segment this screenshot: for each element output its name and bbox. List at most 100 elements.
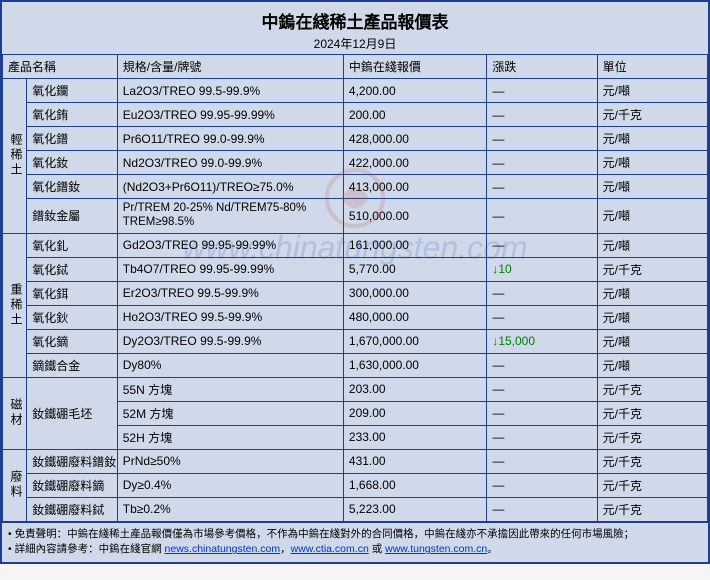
change-cell: — [487, 233, 597, 257]
spec-cell: Er2O3/TREO 99.5-99.9% [117, 281, 343, 305]
change-cell: — [487, 401, 597, 425]
spec-cell: Ho2O3/TREO 99.5-99.9% [117, 305, 343, 329]
spec-cell: Pr6O11/TREO 99.0-99.9% [117, 127, 343, 151]
change-cell: — [487, 151, 597, 175]
change-cell: — [487, 377, 597, 401]
table-row: 廢料釹鐵硼廢料鐠釹PrNd≥50%431.00—元/千克 [3, 449, 708, 473]
price-cell: 422,000.00 [343, 151, 486, 175]
header: 中鎢在綫稀土產品報價表 2024年12月9日 [2, 2, 708, 54]
table-row: 氧化鈥Ho2O3/TREO 99.5-99.9%480,000.00—元/噸 [3, 305, 708, 329]
table-row: 氧化鉺Er2O3/TREO 99.5-99.9%300,000.00—元/噸 [3, 281, 708, 305]
change-cell: — [487, 199, 597, 234]
spec-cell: Nd2O3/TREO 99.0-99.9% [117, 151, 343, 175]
category-cell: 廢料 [3, 449, 27, 521]
product-name: 氧化鋱 [27, 257, 117, 281]
unit-cell: 元/千克 [597, 377, 707, 401]
spec-cell: Dy80% [117, 353, 343, 377]
change-cell: — [487, 281, 597, 305]
table-row: 釹鐵硼廢料鏑Dy≥0.4%1,668.00—元/千克 [3, 473, 708, 497]
disclaimer-line-2: • 詳細內容請參考：中鎢在綫官網 news.chinatungsten.com，… [8, 542, 702, 558]
price-cell: 209.00 [343, 401, 486, 425]
product-name: 鏑鐵合金 [27, 353, 117, 377]
price-cell: 510,000.00 [343, 199, 486, 234]
product-name: 氧化鑭 [27, 79, 117, 103]
link-news[interactable]: news.chinatungsten.com [165, 543, 281, 555]
price-cell: 5,770.00 [343, 257, 486, 281]
spec-cell: (Nd2O3+Pr6O11)/TREO≥75.0% [117, 175, 343, 199]
category-cell: 重稀土 [3, 233, 27, 377]
price-cell: 428,000.00 [343, 127, 486, 151]
spec-cell: Tb4O7/TREO 99.95-99.99% [117, 257, 343, 281]
price-cell: 413,000.00 [343, 175, 486, 199]
price-table: 產品名稱 規格/含量/牌號 中鎢在綫報價 漲跌 單位 輕稀土氧化鑭La2O3/T… [2, 54, 708, 522]
table-row: 氧化鐠Pr6O11/TREO 99.0-99.9%428,000.00—元/噸 [3, 127, 708, 151]
product-name: 釹鐵硼毛坯 [27, 377, 117, 449]
unit-cell: 元/千克 [597, 449, 707, 473]
col-change: 漲跌 [487, 55, 597, 79]
unit-cell: 元/噸 [597, 353, 707, 377]
spec-cell: Tb≥0.2% [117, 497, 343, 521]
unit-cell: 元/千克 [597, 103, 707, 127]
product-name: 氧化鐠釹 [27, 175, 117, 199]
category-cell: 輕稀土 [3, 79, 27, 234]
table-row: 鏑鐵合金Dy80%1,630,000.00—元/噸 [3, 353, 708, 377]
unit-cell: 元/噸 [597, 329, 707, 353]
product-name: 氧化鏑 [27, 329, 117, 353]
price-cell: 480,000.00 [343, 305, 486, 329]
category-cell: 磁材 [3, 377, 27, 449]
price-cell: 1,670,000.00 [343, 329, 486, 353]
change-cell: — [487, 425, 597, 449]
change-cell: — [487, 473, 597, 497]
table-row: 氧化釹Nd2O3/TREO 99.0-99.9%422,000.00—元/噸 [3, 151, 708, 175]
change-cell: — [487, 175, 597, 199]
page-date: 2024年12月9日 [2, 35, 708, 52]
price-cell: 161,000.00 [343, 233, 486, 257]
unit-cell: 元/千克 [597, 401, 707, 425]
change-cell: — [487, 305, 597, 329]
spec-cell: Dy2O3/TREO 99.5-99.9% [117, 329, 343, 353]
change-cell: — [487, 127, 597, 151]
price-cell: 203.00 [343, 377, 486, 401]
product-name: 釹鐵硼廢料鐠釹 [27, 449, 117, 473]
price-cell: 4,200.00 [343, 79, 486, 103]
page-title: 中鎢在綫稀土產品報價表 [2, 8, 708, 33]
table-row: 釹鐵硼廢料鋱Tb≥0.2%5,223.00—元/千克 [3, 497, 708, 521]
unit-cell: 元/噸 [597, 127, 707, 151]
product-name: 氧化鈥 [27, 305, 117, 329]
col-price: 中鎢在綫報價 [343, 55, 486, 79]
spec-cell: Eu2O3/TREO 99.95-99.99% [117, 103, 343, 127]
spec-cell: La2O3/TREO 99.5-99.9% [117, 79, 343, 103]
disclaimer-line-1: • 免責聲明：中鎢在綫稀土產品報價僅為市場參考價格，不作為中鎢在綫對外的合同價格… [8, 527, 702, 543]
price-table-page: www.chinatungsten.com 中鎢在綫稀土產品報價表 2024年1… [0, 0, 710, 564]
spec-cell: 55N 方塊 [117, 377, 343, 401]
table-row: 氧化鏑Dy2O3/TREO 99.5-99.9%1,670,000.00↓15,… [3, 329, 708, 353]
link-tungsten[interactable]: www.tungsten.com.cn [385, 543, 487, 555]
unit-cell: 元/千克 [597, 425, 707, 449]
table-row: 重稀土氧化釓Gd2O3/TREO 99.95-99.99%161,000.00—… [3, 233, 708, 257]
spec-cell: PrNd≥50% [117, 449, 343, 473]
product-name: 氧化鉺 [27, 281, 117, 305]
table-row: 氧化鋱Tb4O7/TREO 99.95-99.99%5,770.00↓10元/千… [3, 257, 708, 281]
unit-cell: 元/噸 [597, 305, 707, 329]
spec-cell: 52M 方塊 [117, 401, 343, 425]
change-cell: — [487, 353, 597, 377]
price-cell: 5,223.00 [343, 497, 486, 521]
table-row: 輕稀土氧化鑭La2O3/TREO 99.5-99.9%4,200.00—元/噸 [3, 79, 708, 103]
unit-cell: 元/噸 [597, 199, 707, 234]
change-cell: ↓10 [487, 257, 597, 281]
change-cell: — [487, 79, 597, 103]
spec-cell: 52H 方塊 [117, 425, 343, 449]
unit-cell: 元/噸 [597, 151, 707, 175]
price-cell: 300,000.00 [343, 281, 486, 305]
change-cell: — [487, 497, 597, 521]
product-name: 釹鐵硼廢料鋱 [27, 497, 117, 521]
price-cell: 1,630,000.00 [343, 353, 486, 377]
col-spec: 規格/含量/牌號 [117, 55, 343, 79]
change-cell: — [487, 103, 597, 127]
product-name: 氧化銪 [27, 103, 117, 127]
price-cell: 233.00 [343, 425, 486, 449]
unit-cell: 元/千克 [597, 473, 707, 497]
spec-cell: Gd2O3/TREO 99.95-99.99% [117, 233, 343, 257]
col-unit: 單位 [597, 55, 707, 79]
link-ctia[interactable]: www.ctia.com.cn [291, 543, 369, 555]
